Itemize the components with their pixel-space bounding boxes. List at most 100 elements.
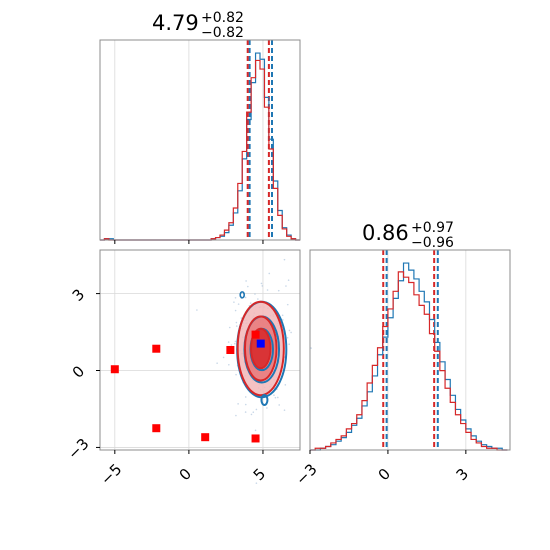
scatter-y-tick-label-0: −3 — [64, 435, 92, 463]
density-sample-point — [277, 289, 280, 292]
scatter-y-tick-label-1: 0 — [69, 362, 88, 381]
density-sample-point — [228, 363, 230, 366]
density-sample-point — [286, 303, 289, 306]
scatter-x-tick-label-2: 5 — [250, 465, 269, 484]
density-contour-b-2 — [250, 327, 272, 370]
density-sample-point — [233, 301, 235, 303]
scatter-x-tick-label-1: 0 — [176, 465, 195, 484]
scatter-marker-red-0 — [110, 365, 119, 374]
scatter-marker-red-6 — [251, 434, 260, 443]
density-island-1 — [260, 394, 269, 406]
density-sample-point — [230, 344, 233, 346]
density-sample-point — [235, 414, 237, 417]
hist-y-tick-label-1: 0 — [375, 465, 394, 484]
scatter-density-contours — [196, 258, 312, 484]
density-sample-point — [286, 336, 289, 339]
density-sample-point — [260, 282, 263, 285]
scatter-gridlines — [100, 250, 300, 450]
density-sample-point — [310, 347, 312, 349]
density-sample-point — [283, 409, 286, 411]
density-sample-point — [233, 342, 236, 345]
scatter-frame — [99, 249, 301, 451]
density-sample-point — [234, 296, 237, 299]
density-sample-point — [278, 404, 281, 406]
density-sample-point — [266, 289, 269, 291]
scatter-marker-red-4 — [226, 346, 235, 354]
density-sample-point — [274, 396, 277, 399]
density-sample-point — [244, 403, 247, 406]
scatter-marker-red-5 — [251, 330, 260, 339]
density-sample-point — [254, 429, 257, 432]
density-island-2 — [239, 291, 246, 299]
histogram-y-series — [310, 262, 508, 451]
scatter-panel-xy: −5 0 5 −3 0 3 — [64, 249, 312, 489]
scatter-y-ticks: −3 0 3 — [64, 285, 100, 463]
histogram-x-title-plus: +0.82 — [201, 10, 244, 26]
histogram-panel-y: −3 0 3 0.86 +0.97 −0.96 — [292, 220, 511, 489]
density-sample-point — [196, 309, 198, 311]
density-sample-point — [237, 303, 240, 305]
hist-x-series-2-step — [100, 59, 300, 241]
density-sample-point — [285, 285, 287, 287]
density-contour-b-0 — [236, 300, 285, 397]
hist-y-series-1-step — [310, 262, 508, 451]
density-sample-point — [255, 482, 258, 484]
histogram-panel-x: 4.79 +0.82 −0.82 — [99, 10, 301, 244]
histogram-x-frame — [99, 39, 301, 241]
density-sample-point — [249, 302, 252, 304]
histogram-y-title-minus: −0.96 — [411, 235, 454, 251]
density-sample-point — [273, 394, 275, 397]
histogram-y-ticks: −3 0 3 — [292, 450, 472, 489]
density-sample-point — [254, 293, 256, 295]
scatter-marker-red-1 — [152, 344, 161, 353]
scatter-points — [110, 330, 265, 443]
density-sample-point — [216, 362, 218, 364]
density-sample-point — [252, 411, 255, 414]
density-sample-point — [282, 319, 284, 321]
density-sample-point — [261, 285, 264, 287]
histogram-x-gridlines — [114, 40, 264, 240]
histogram-y-frame — [309, 249, 511, 451]
density-sample-point — [247, 285, 249, 288]
density-sample-point — [227, 341, 230, 343]
scatter-y-tick-label-2: 3 — [69, 285, 88, 304]
density-sample-point — [255, 408, 258, 411]
density-sample-point — [287, 279, 290, 282]
density-sample-point — [250, 413, 253, 416]
histogram-y-title-value: 0.86 — [362, 221, 409, 245]
density-sample-point — [281, 314, 284, 317]
density-sample-point — [283, 258, 286, 261]
scatter-x-ticks: −5 0 5 — [97, 450, 269, 489]
density-sample-point — [277, 396, 279, 399]
density-sample-point — [235, 325, 238, 327]
density-sample-point — [234, 340, 237, 343]
hist-y-tick-label-0: −3 — [292, 460, 320, 488]
density-sample-point — [235, 373, 237, 376]
density-sample-point — [222, 356, 225, 359]
density-sample-point — [237, 403, 239, 405]
scatter-marker-blue-0 — [256, 339, 265, 348]
histogram-y-quantile-lines — [382, 250, 439, 450]
density-sample-point — [240, 317, 243, 319]
histogram-x-ticks — [114, 240, 264, 244]
histogram-y-title-plus: +0.97 — [411, 220, 454, 236]
density-sample-point — [288, 343, 290, 345]
density-sample-point — [290, 331, 292, 334]
density-sample-point — [288, 329, 291, 332]
density-sample-point — [284, 384, 287, 386]
density-sample-point — [266, 407, 268, 409]
density-contour-b-1 — [243, 315, 278, 382]
density-sample-point — [268, 272, 271, 275]
density-sample-point — [244, 296, 247, 299]
hist-y-series-2-step — [310, 271, 508, 451]
density-sample-point — [245, 280, 247, 282]
scatter-marker-red-3 — [201, 433, 210, 442]
density-sample-point — [228, 326, 231, 329]
density-sample-point — [235, 321, 238, 324]
density-sample-point — [234, 309, 237, 312]
histogram-y-gridlines — [309, 250, 467, 450]
density-sample-point — [257, 298, 259, 300]
density-sample-point — [244, 396, 247, 398]
hist-y-tick-label-2: 3 — [453, 465, 472, 484]
